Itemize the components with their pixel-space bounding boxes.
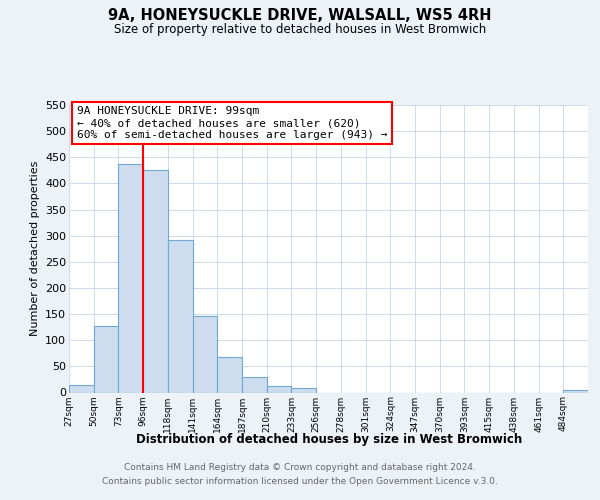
Text: Contains HM Land Registry data © Crown copyright and database right 2024.: Contains HM Land Registry data © Crown c… xyxy=(124,464,476,472)
Bar xyxy=(168,240,193,392)
Bar xyxy=(69,384,94,392)
Text: Size of property relative to detached houses in West Bromwich: Size of property relative to detached ho… xyxy=(114,22,486,36)
Bar xyxy=(118,164,143,392)
Bar xyxy=(563,390,588,392)
Bar xyxy=(292,388,316,392)
Y-axis label: Number of detached properties: Number of detached properties xyxy=(29,161,40,336)
Bar xyxy=(193,316,217,392)
Bar xyxy=(267,386,292,392)
Bar xyxy=(217,358,242,392)
Bar xyxy=(143,170,168,392)
Text: Contains public sector information licensed under the Open Government Licence v.: Contains public sector information licen… xyxy=(102,477,498,486)
Text: Distribution of detached houses by size in West Bromwich: Distribution of detached houses by size … xyxy=(136,432,522,446)
Bar xyxy=(242,377,267,392)
Text: 9A HONEYSUCKLE DRIVE: 99sqm
← 40% of detached houses are smaller (620)
60% of se: 9A HONEYSUCKLE DRIVE: 99sqm ← 40% of det… xyxy=(77,106,387,140)
Bar xyxy=(94,326,118,392)
Text: 9A, HONEYSUCKLE DRIVE, WALSALL, WS5 4RH: 9A, HONEYSUCKLE DRIVE, WALSALL, WS5 4RH xyxy=(108,8,492,22)
